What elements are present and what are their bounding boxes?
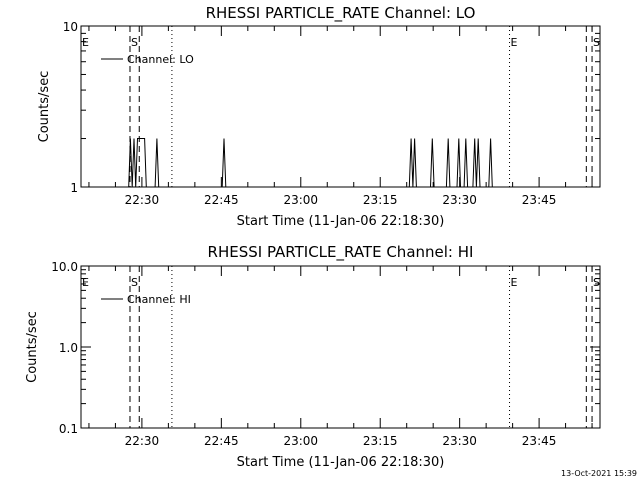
panel-1-marker-label: S <box>593 36 600 49</box>
panel-2-x-tick-label: 23:15 <box>363 434 398 448</box>
panel-1-series-line-1 <box>81 138 600 188</box>
panel-1-y-tick-label: 1 <box>70 181 78 195</box>
panel-2-y-tick-label: 1.0 <box>59 341 78 355</box>
panel-2-x-tick-label: 22:30 <box>125 434 160 448</box>
panel-1-y-axis-label: Counts/sec <box>37 71 52 143</box>
panel-2-y-axis-label: Counts/sec <box>25 311 40 383</box>
plot-timestamp: 13-Oct-2021 15:39 <box>561 469 637 478</box>
panel-2-legend-label: Channel: HI <box>127 293 191 306</box>
panel-2-y-tick-label: 10.0 <box>51 260 78 274</box>
panel-1-x-tick-label: 23:45 <box>522 193 557 207</box>
panel-1-x-tick-label: 23:15 <box>363 193 398 207</box>
panel-1-x-tick-label: 23:30 <box>442 193 477 207</box>
panel-2-marker-label: E <box>82 276 89 289</box>
panel-2-x-tick-label: 23:45 <box>522 434 557 448</box>
panel-1-y-tick-label: 10 <box>63 20 78 34</box>
panel-1-axes-frame <box>80 25 601 188</box>
panel-2-marker-label: E <box>511 276 518 289</box>
panel-1-x-tick-label: 23:00 <box>283 193 318 207</box>
panel-1-legend-label: Channel: LO <box>127 53 194 66</box>
panel-2-y-tick-label: 0.1 <box>59 422 78 436</box>
panel-2-chart-title: RHESSI PARTICLE_RATE Channel: HI <box>208 243 474 262</box>
panel-2-x-axis-label: Start Time (11-Jan-06 22:18:30) <box>237 455 445 470</box>
panel-1-x-tick-label: 22:45 <box>204 193 239 207</box>
panel-1-marker-label: E <box>511 36 518 49</box>
panel-2-axes-frame <box>80 265 601 429</box>
panel-1-chart-title: RHESSI PARTICLE_RATE Channel: LO <box>206 4 476 23</box>
panel-2-x-tick-label: 22:45 <box>204 434 239 448</box>
panel-1-x-tick-label: 22:30 <box>125 193 160 207</box>
panel-2-marker-label: S <box>131 276 138 289</box>
panel-1-marker-label: S <box>131 36 138 49</box>
panel-1-marker-label: E <box>82 36 89 49</box>
panel-2-x-tick-label: 23:30 <box>442 434 477 448</box>
panel-1-x-axis-label: Start Time (11-Jan-06 22:18:30) <box>237 214 445 229</box>
panel-2-x-tick-label: 23:00 <box>283 434 318 448</box>
panel-2-marker-label: S <box>593 276 600 289</box>
